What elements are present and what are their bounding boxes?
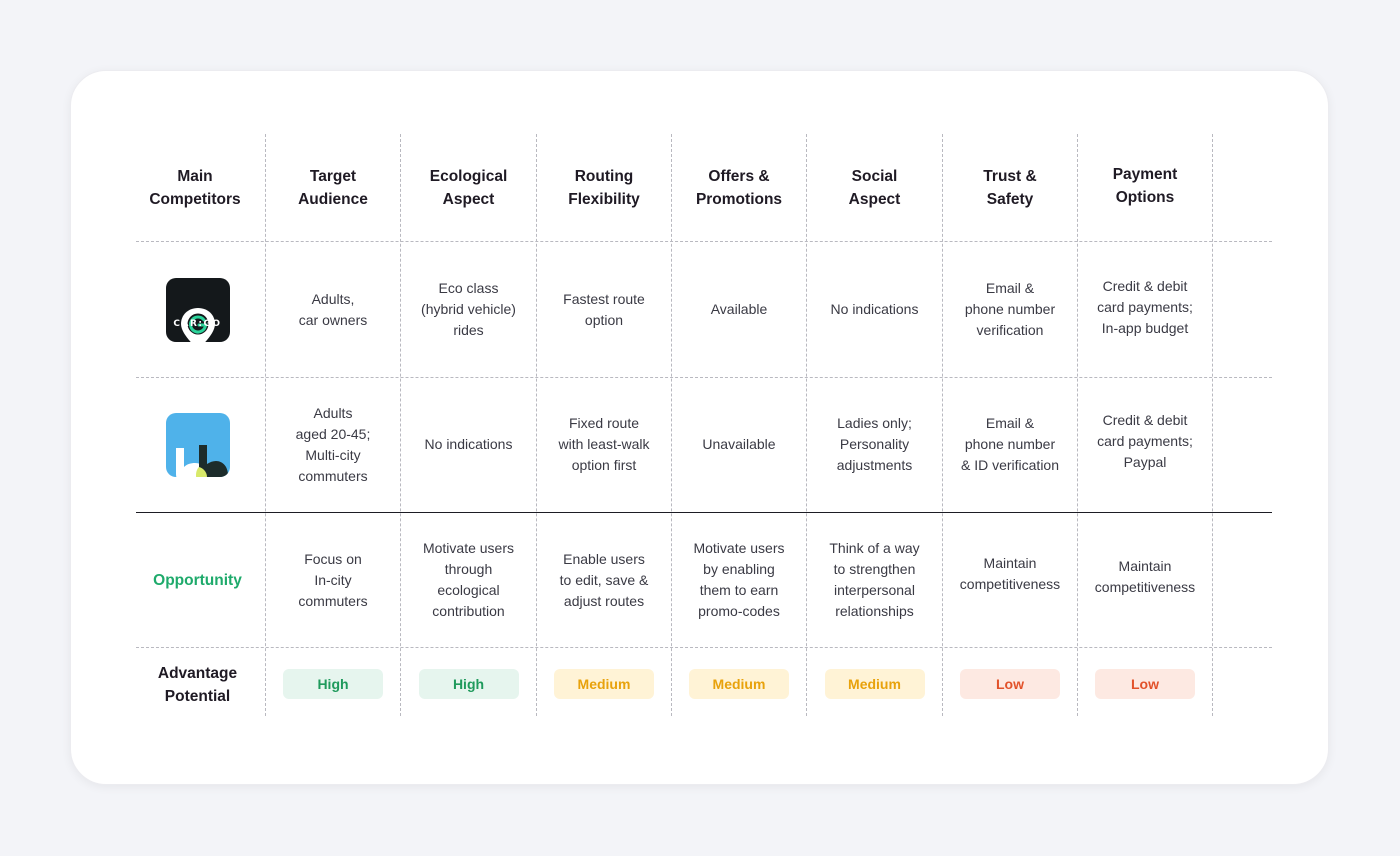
advantage-badge-medium: Medium [554, 669, 654, 699]
header-offers-promotions: Offers & Promotions [695, 167, 783, 208]
competitor-logo-cell [130, 378, 265, 511]
opportunity-routing-flexibility: Enable users to edit, save & adjust rout… [559, 550, 649, 609]
advantage-potential-label: Advantage Potential [157, 665, 238, 705]
column-divider [942, 134, 943, 716]
bb-trust-safety: Email & phone number & ID verification [960, 415, 1060, 473]
cargo-trust-safety: Email & phone number verification [964, 280, 1056, 338]
section-divider [136, 512, 1272, 513]
row-divider [136, 377, 1272, 378]
cargo-ecological-aspect: Eco class (hybrid vehicle) rides [421, 280, 516, 338]
header-target-audience: Target Audience [298, 167, 368, 208]
opportunity-social-aspect: Think of a way to strengthen interperson… [829, 540, 920, 619]
opportunity-label: Opportunity [153, 571, 242, 589]
row-divider [136, 241, 1272, 242]
header-ecological-aspect: Ecological Aspect [429, 167, 508, 208]
header-routing-flexibility: Routing Flexibility [568, 167, 640, 208]
header-social-aspect: Social Aspect [848, 167, 901, 208]
cargo-pin-icon [180, 307, 215, 342]
bb-target-audience: Adults aged 20-45; Multi-city commuters [295, 404, 371, 484]
column-divider [1212, 134, 1213, 716]
cargo-social-aspect: No indications [830, 301, 919, 317]
advantage-cell: Medium [807, 650, 942, 718]
cargo-logo-text: CAR:GO [173, 318, 222, 329]
bb-ecological-aspect: No indications [424, 436, 513, 452]
advantage-badge-high: High [283, 669, 383, 699]
advantage-cell: High [401, 650, 536, 718]
header-payment-options: Payment Options [1112, 165, 1178, 206]
advantage-badge-medium: Medium [824, 669, 925, 699]
column-divider [1077, 134, 1078, 716]
cargo-routing-flexibility: Fastest route option [563, 290, 645, 328]
cargo-payment-options: Credit & debit card payments; In-app bud… [1097, 278, 1193, 336]
bb-payment-options: Credit & debit card payments; Paypal [1097, 412, 1193, 470]
bb-logo-icon [165, 412, 230, 477]
matrix-card [70, 70, 1329, 785]
bb-letters-icon [175, 444, 228, 477]
advantage-cell: Low [943, 650, 1077, 718]
advantage-cell: Medium [537, 650, 671, 718]
cargo-logo-icon: CAR:GO [165, 277, 230, 342]
column-divider [400, 134, 401, 716]
advantage-badge-low: Low [1095, 669, 1195, 699]
column-divider [671, 134, 672, 716]
header-trust-safety: Trust & Safety [983, 167, 1037, 208]
bb-routing-flexibility: Fixed route with least-walk option first [558, 415, 650, 473]
header-main-competitors: Main Competitors [149, 167, 241, 208]
opportunity-trust-safety: Maintain competitiveness [959, 555, 1061, 592]
row-divider [136, 647, 1272, 648]
opportunity-offers-promotions: Motivate users by enabling them to earn … [693, 540, 785, 619]
competitor-logo-cell: CAR:GO [130, 243, 265, 376]
bb-social-aspect: Ladies only; Personality adjustments [836, 415, 913, 473]
column-divider [265, 134, 266, 716]
column-divider [536, 134, 537, 716]
advantage-badge-medium: Medium [689, 669, 789, 699]
cargo-offers-promotions: Available [710, 301, 768, 317]
advantage-cell: High [266, 650, 400, 718]
bb-offers-promotions: Unavailable [702, 436, 776, 452]
opportunity-target-audience: Focus on In-city commuters [298, 550, 368, 609]
advantage-badge-high: High [418, 669, 519, 699]
column-divider [806, 134, 807, 716]
opportunity-payment-options: Maintain competitiveness [1094, 558, 1196, 595]
advantage-cell: Medium [672, 650, 806, 718]
advantage-cell: Low [1078, 650, 1212, 718]
opportunity-ecological-aspect: Motivate users through ecological contri… [422, 540, 515, 619]
cargo-target-audience: Adults, car owners [298, 290, 368, 328]
advantage-badge-low: Low [960, 669, 1060, 699]
